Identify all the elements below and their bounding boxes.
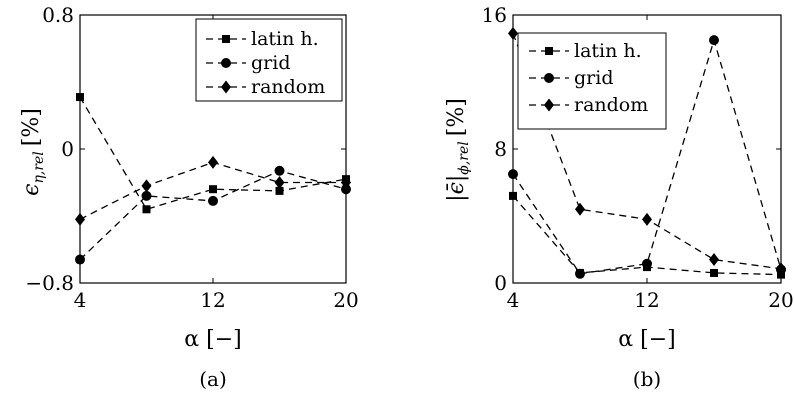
tick-marks-a xyxy=(79,14,347,284)
x-tick-label: 20 xyxy=(768,288,793,312)
y-tick-label: 16 xyxy=(482,3,507,27)
y-axis-label: |ϵ̄|ϕ,rel [%] xyxy=(444,98,472,202)
legend-label-random: random xyxy=(251,76,325,98)
data-point-square xyxy=(710,268,718,277)
data-point-circle xyxy=(341,184,351,195)
data-point-circle xyxy=(75,254,85,265)
legend-label-latin: latin h. xyxy=(251,28,319,50)
data-point-circle xyxy=(508,169,518,180)
legend-marker-square xyxy=(222,35,230,43)
data-point-square xyxy=(275,186,284,195)
legend-markers-a xyxy=(206,35,246,94)
legend-b: latin h. grid random xyxy=(517,32,667,130)
legend-marker-diamond xyxy=(544,98,554,112)
data-point-square xyxy=(76,93,84,102)
y-tick-label: 0.8 xyxy=(42,3,74,27)
y-axis-label-unit: [%] xyxy=(444,98,469,136)
legend-label-grid: grid xyxy=(251,52,290,74)
legend-marker-circle xyxy=(544,73,554,83)
series-layer-b xyxy=(508,26,786,279)
data-point-circle xyxy=(208,195,218,206)
x-tick-label: 12 xyxy=(634,288,659,312)
x-tick-label: 20 xyxy=(333,288,358,312)
series-line-square xyxy=(79,96,347,211)
series-layer-a xyxy=(75,93,351,265)
y-tick-label: 8 xyxy=(494,137,507,161)
x-tick-label: 12 xyxy=(200,288,225,312)
y-axis-label-unit: [%] xyxy=(19,108,44,146)
panel-label-b: (b) xyxy=(633,367,661,391)
data-point-circle xyxy=(274,165,285,176)
series-line-circle xyxy=(79,170,347,261)
legend-marker-diamond xyxy=(221,80,231,94)
tick-marks-b xyxy=(512,14,782,284)
legend-label-random: random xyxy=(574,94,648,116)
data-point-diamond xyxy=(508,26,518,40)
data-point-diamond xyxy=(341,176,351,189)
legend-label-grid: grid xyxy=(574,67,613,89)
legend-marker-circle xyxy=(221,58,231,68)
y-axis-label-sub: ϕ,rel xyxy=(456,141,472,174)
data-point-circle xyxy=(575,268,585,279)
data-point-square xyxy=(142,205,151,214)
data-point-circle xyxy=(709,35,719,46)
data-point-diamond xyxy=(141,179,152,193)
x-tick-label: 4 xyxy=(507,288,520,312)
legend-box xyxy=(517,32,667,130)
panel-label-a: (a) xyxy=(199,367,227,391)
x-axis-label: α [−] xyxy=(184,327,241,352)
y-axis-label-main: |ϵ̄| xyxy=(444,175,469,202)
data-point-diamond xyxy=(776,262,786,276)
panel-b: 4 12 20 0 8 16 α [−] |ϵ̄|ϕ,rel [%] (b) la… xyxy=(444,3,794,391)
data-point-diamond xyxy=(75,212,85,226)
x-axis-label: α [−] xyxy=(618,327,675,352)
data-point-diamond xyxy=(208,155,218,169)
data-point-circle xyxy=(642,258,652,269)
x-tick-label: 4 xyxy=(74,288,87,312)
legend-a: latin h. grid random xyxy=(195,18,343,102)
y-tick-label: −0.8 xyxy=(25,271,74,295)
data-point-square xyxy=(509,191,517,200)
data-point-diamond xyxy=(709,253,719,267)
panel-a: 4 12 20 −0.8 0 0.8 α [−] ϵη,rel [%] (a) l… xyxy=(19,3,359,391)
data-point-diamond xyxy=(642,212,652,226)
legend-marker-square xyxy=(545,47,553,55)
legend-markers-b xyxy=(529,47,569,112)
legend-label-latin: latin h. xyxy=(574,40,642,62)
y-tick-label: 0 xyxy=(494,271,507,295)
y-axis-label-main: ϵ xyxy=(19,184,44,196)
y-tick-label: 0 xyxy=(61,137,74,161)
data-point-diamond xyxy=(274,176,285,189)
data-point-square xyxy=(209,185,217,194)
y-axis-label: ϵη,rel [%] xyxy=(19,108,47,196)
y-axis-label-sub: η,rel xyxy=(31,151,47,183)
data-point-diamond xyxy=(575,202,585,216)
data-point-circle xyxy=(141,190,152,201)
